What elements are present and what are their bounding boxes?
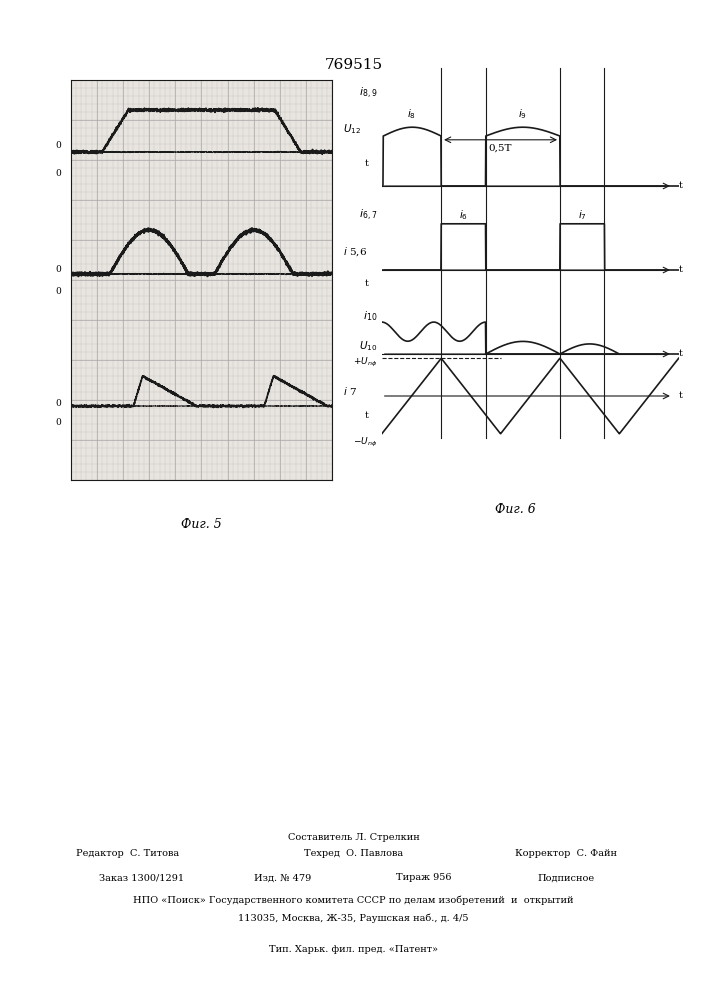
Text: t: t [679, 391, 682, 400]
Text: $i_7$: $i_7$ [578, 209, 587, 222]
Text: НПО «Поиск» Государственного комитета СССР по делам изобретений  и  открытий: НПО «Поиск» Государственного комитета СС… [133, 895, 574, 905]
Text: $U_{12}$: $U_{12}$ [343, 122, 361, 136]
Text: $U_{10}$: $U_{10}$ [359, 339, 378, 353]
Text: 0: 0 [56, 399, 62, 408]
Text: Редактор  С. Титова: Редактор С. Титова [76, 848, 179, 857]
Text: Заказ 1300/1291: Заказ 1300/1291 [99, 874, 184, 882]
Text: $i$ 7: $i$ 7 [343, 385, 357, 397]
Text: 0,5T: 0,5T [489, 144, 513, 153]
Text: $i_6$: $i_6$ [459, 209, 468, 222]
Text: 0: 0 [56, 265, 62, 274]
Text: 0: 0 [56, 288, 62, 296]
Text: Составитель Л. Стрелкин: Составитель Л. Стрелкин [288, 834, 419, 842]
Text: $i$ 5,6: $i$ 5,6 [343, 246, 367, 258]
Text: t: t [365, 279, 369, 288]
Text: Фиг. 6: Фиг. 6 [495, 503, 536, 516]
Text: Фиг. 5: Фиг. 5 [181, 518, 222, 530]
Text: $i_{8,9}$: $i_{8,9}$ [359, 86, 378, 101]
Text: t: t [365, 159, 369, 168]
Text: $i_9$: $i_9$ [518, 108, 527, 121]
Text: t: t [679, 182, 682, 190]
Text: 0: 0 [56, 169, 62, 178]
Text: $i_{6,7}$: $i_{6,7}$ [359, 208, 378, 223]
Text: 113035, Москва, Ж-35, Раушская наб., д. 4/5: 113035, Москва, Ж-35, Раушская наб., д. … [238, 913, 469, 923]
Text: Тип. Харьк. фил. пред. «Патент»: Тип. Харьк. фил. пред. «Патент» [269, 946, 438, 954]
Text: Корректор  С. Файн: Корректор С. Файн [515, 848, 617, 857]
Text: $+U_{n\phi}$: $+U_{n\phi}$ [354, 356, 378, 369]
Text: 769515: 769515 [325, 58, 382, 72]
Text: t: t [365, 412, 369, 420]
Text: t: t [679, 265, 682, 274]
Text: $i_{10}$: $i_{10}$ [363, 309, 378, 323]
Text: $-U_{n\phi}$: $-U_{n\phi}$ [354, 436, 378, 449]
Text: 0: 0 [56, 141, 62, 150]
Text: Тираж 956: Тираж 956 [397, 874, 452, 882]
Text: t: t [679, 350, 682, 359]
Text: $i_8$: $i_8$ [407, 108, 416, 121]
Text: Техред  О. Павлова: Техред О. Павлова [304, 848, 403, 857]
Text: Подписное: Подписное [537, 874, 594, 882]
Text: 0: 0 [56, 418, 62, 427]
Text: Изд. № 479: Изд. № 479 [255, 874, 311, 882]
